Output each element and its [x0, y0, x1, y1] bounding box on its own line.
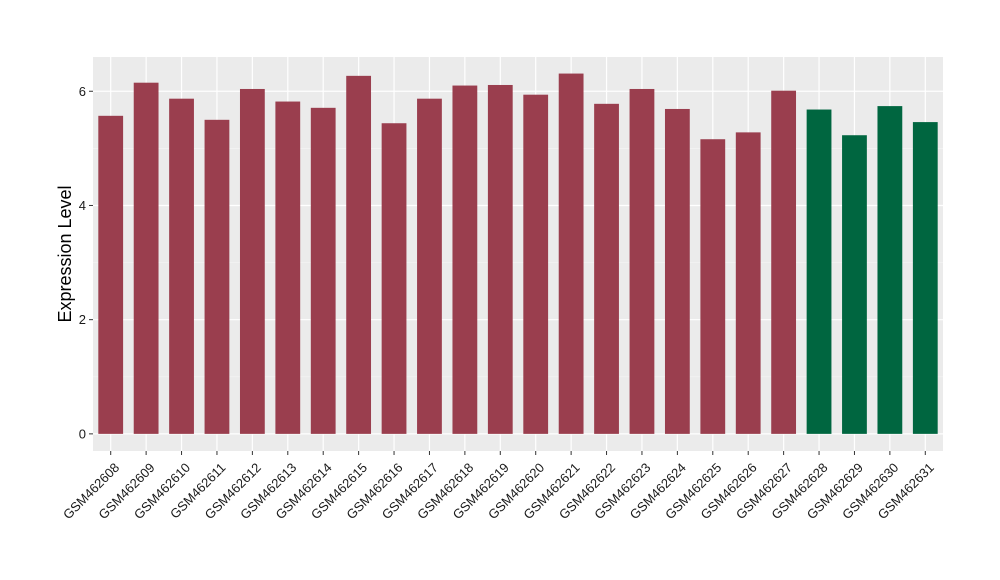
bar-GSM462621 — [558, 73, 584, 434]
y-tick-label: 6 — [79, 84, 86, 99]
bar-GSM462631 — [912, 122, 938, 434]
y-axis: 0 2 4 6 — [79, 84, 93, 441]
bar-GSM462611 — [204, 119, 230, 434]
panel-background — [93, 57, 943, 451]
bar-GSM462617 — [417, 98, 442, 434]
bar-GSM462622 — [594, 103, 619, 434]
bar-GSM462626 — [735, 132, 761, 434]
bar-GSM462625 — [700, 139, 726, 434]
bars — [98, 73, 938, 434]
bar-GSM462620 — [523, 94, 549, 434]
bar-GSM462627 — [771, 90, 797, 434]
y-axis-title: Expression Level — [55, 185, 75, 322]
bar-GSM462629 — [842, 135, 867, 434]
bar-GSM462608 — [98, 115, 124, 434]
x-axis: GSM462608GSM462609GSM462610GSM462611GSM4… — [60, 451, 937, 522]
bar-GSM462619 — [487, 84, 513, 434]
bar-GSM462623 — [629, 88, 655, 434]
y-tick-label: 2 — [79, 312, 86, 327]
bar-GSM462612 — [239, 88, 265, 434]
y-tick-label: 4 — [79, 198, 86, 213]
y-tick-label: 0 — [79, 426, 86, 441]
bar-GSM462616 — [381, 123, 407, 434]
bar-GSM462614 — [310, 107, 336, 434]
bar-GSM462615 — [346, 75, 372, 434]
bar-GSM462628 — [806, 109, 832, 434]
bar-GSM462610 — [169, 98, 194, 434]
plot-panel — [93, 57, 943, 451]
bar-GSM462618 — [452, 85, 478, 434]
bar-GSM462609 — [133, 82, 159, 434]
bar-GSM462624 — [664, 108, 690, 434]
bar-GSM462630 — [877, 106, 903, 434]
bar-GSM462613 — [275, 101, 301, 434]
